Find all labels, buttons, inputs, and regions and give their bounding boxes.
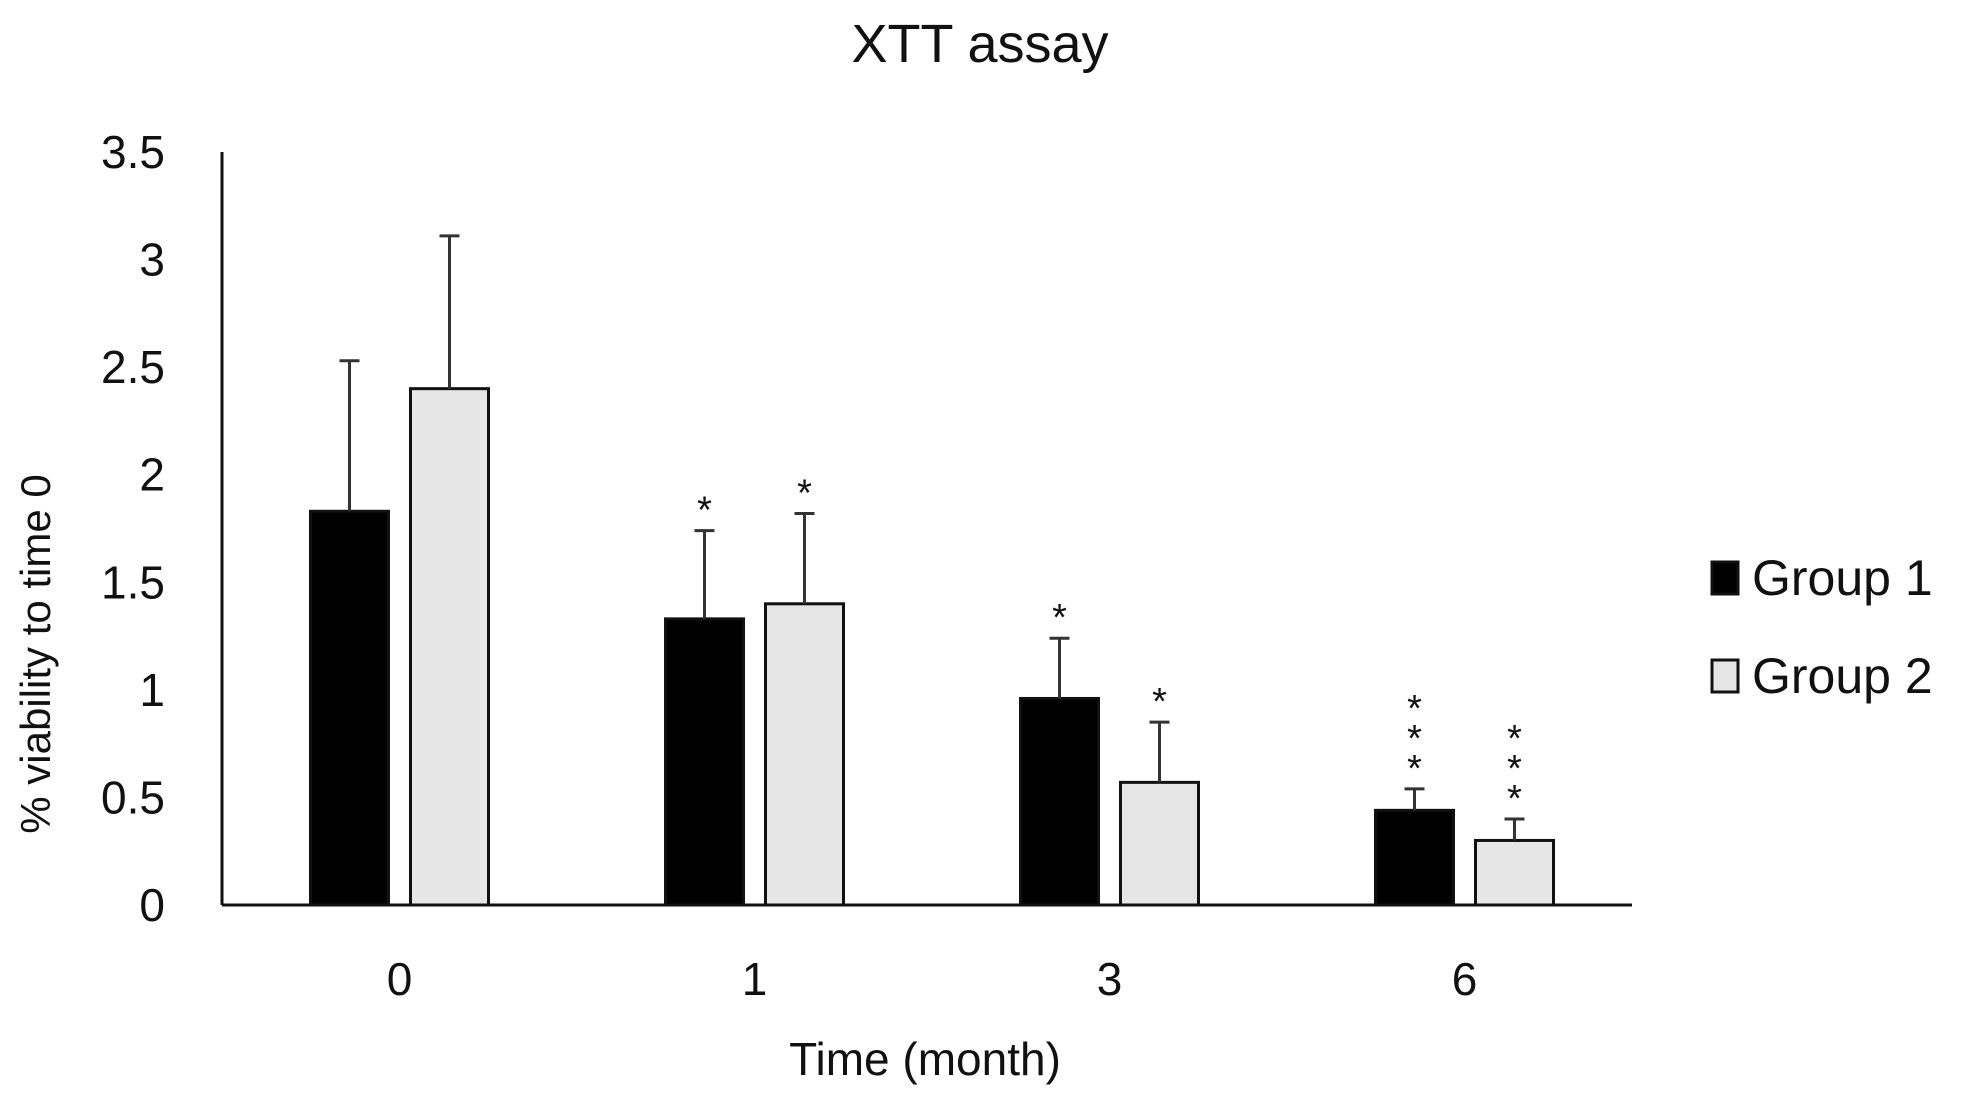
y-tick-label: 1.5 [101, 556, 165, 608]
y-axis-label: % viability to time 0 [12, 474, 59, 833]
significance-asterisk: * [697, 490, 712, 532]
legend-label-1: Group 1 [1752, 550, 1933, 606]
significance-asterisk: * [797, 472, 812, 514]
x-tick-label: 6 [1452, 953, 1478, 1005]
chart-title: XTT assay [851, 14, 1108, 74]
bar-group-1-3 [1019, 696, 1100, 907]
bar-marks [309, 387, 1555, 907]
x-tick-labels: 0 1 3 6 [387, 953, 1478, 1005]
significance-asterisk: * [1407, 688, 1422, 730]
significance-asterisk: * [1052, 597, 1067, 639]
y-tick-labels: 0 0.5 1 1.5 2 2.5 3 3.5 [101, 126, 165, 931]
bar-group-2-0 [409, 387, 490, 907]
x-axis-label: Time (month) [789, 1033, 1061, 1085]
legend-label-2: Group 2 [1752, 648, 1933, 704]
bar-group-1-6 [1374, 808, 1455, 907]
bar-group-2-6 [1474, 838, 1555, 907]
significance-asterisk: * [1152, 681, 1167, 723]
y-tick-label: 2.5 [101, 341, 165, 393]
error-bars [339, 234, 1525, 841]
significance-asterisk: * [1507, 778, 1522, 820]
y-tick-label: 3.5 [101, 126, 165, 178]
y-tick-label: 3 [139, 234, 165, 286]
bar-group-2-1 [764, 602, 845, 907]
y-tick-label: 0.5 [101, 771, 165, 823]
significance-asterisk: * [1507, 748, 1522, 790]
bar-group-1-0 [309, 509, 390, 907]
y-tick-label: 2 [139, 449, 165, 501]
x-tick-label: 1 [742, 953, 768, 1005]
y-tick-label: 0 [139, 879, 165, 931]
y-tick-label: 1 [139, 664, 165, 716]
significance-asterisk: * [1407, 748, 1422, 790]
x-tick-label: 0 [387, 953, 413, 1005]
legend: Group 1 Group 2 [1710, 550, 1933, 704]
significance-asterisk: * [1507, 718, 1522, 760]
bar-group-2-3 [1119, 780, 1200, 907]
legend-swatch-1 [1710, 560, 1740, 596]
significance-annotations: * *** ****** [697, 472, 1522, 820]
x-tick-label: 3 [1097, 953, 1123, 1005]
bar-group-1-1 [664, 617, 745, 907]
legend-swatch-2 [1710, 658, 1740, 694]
significance-asterisk: * [1407, 718, 1422, 760]
